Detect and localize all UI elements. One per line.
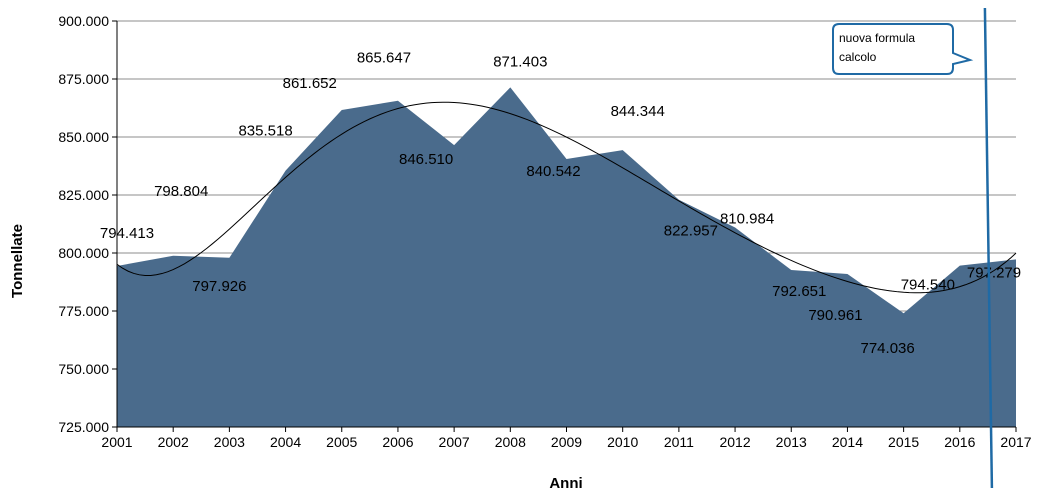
x-tick-label: 2012: [719, 434, 750, 450]
x-tick-label: 2016: [944, 434, 975, 450]
x-tick-label: 2015: [888, 434, 919, 450]
formula-change-line: [983, 7, 994, 489]
x-tick-label: 2003: [214, 434, 245, 450]
x-tick-label: 2004: [270, 434, 301, 450]
data-label: 835.518: [238, 123, 292, 140]
data-label: 792.651: [772, 283, 826, 300]
x-tick-label: 2008: [495, 434, 526, 450]
trendline: [116, 101, 1017, 294]
y-tick-label: 775.000: [58, 303, 109, 319]
annotation-callout: nuova formula calcolo: [832, 7, 994, 489]
y-axis-title: Tonnellate: [9, 224, 26, 298]
data-label: 844.344: [611, 103, 665, 120]
trendline-path: [116, 101, 1017, 294]
x-tick-label: 2010: [607, 434, 638, 450]
y-tick-label: 800.000: [58, 245, 109, 261]
data-label: 846.510: [399, 151, 453, 168]
callout-box: [832, 23, 974, 75]
y-axis-tick-labels: 725.000 750.000 775.000 800.000 825.000 850.0…: [58, 13, 109, 435]
callout-text-line: calcolo: [839, 50, 877, 64]
x-axis-title: Anni: [549, 475, 582, 492]
data-label: 794.540: [901, 277, 955, 294]
data-label: 794.413: [100, 225, 154, 242]
area-fill: [117, 87, 1016, 428]
callout-text-line: nuova formula: [839, 31, 915, 45]
x-tick-label: 2013: [776, 434, 807, 450]
data-label: 797.926: [192, 278, 246, 295]
data-label: 861.652: [283, 75, 337, 92]
x-tick-label: 2002: [158, 434, 189, 450]
y-tick-label: 725.000: [58, 419, 109, 435]
data-labels: 794.413 798.804 797.926 835.518 861.652 865.6…: [100, 50, 1021, 358]
y-tick-label: 900.000: [58, 13, 109, 29]
data-label: 865.647: [357, 50, 411, 67]
axes: [112, 20, 1017, 432]
data-label: 822.957: [664, 223, 718, 240]
data-label: 790.961: [808, 307, 862, 324]
data-label: 871.403: [493, 53, 547, 70]
x-tick-label: 2011: [664, 434, 694, 450]
data-label: 840.542: [526, 163, 580, 180]
x-tick-label: 2014: [832, 434, 863, 450]
x-tick-label: 2005: [326, 434, 357, 450]
data-label: 810.984: [720, 211, 774, 228]
y-tick-label: 750.000: [58, 361, 109, 377]
data-label: 797.279: [967, 264, 1021, 281]
x-tick-label: 2001: [101, 434, 132, 450]
area-series: [117, 87, 1016, 428]
y-tick-label: 850.000: [58, 129, 109, 145]
x-axis-tick-labels: 2001 2002 2003 2004 2005 2006 2007 2008 2009 2010…: [101, 434, 1031, 450]
data-label: 798.804: [154, 183, 208, 200]
x-tick-label: 2009: [551, 434, 582, 450]
y-tick-label: 825.000: [58, 187, 109, 203]
y-tick-label: 875.000: [58, 71, 109, 87]
x-tick-label: 2006: [382, 434, 413, 450]
x-tick-label: 2007: [439, 434, 470, 450]
x-tick-label: 2017: [1000, 434, 1031, 450]
data-label: 774.036: [861, 340, 915, 357]
